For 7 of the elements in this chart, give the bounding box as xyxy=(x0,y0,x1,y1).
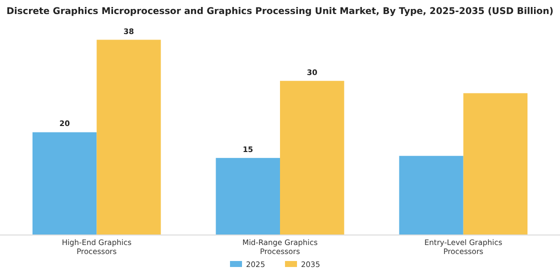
bar xyxy=(280,80,344,235)
bar xyxy=(463,93,528,235)
bar xyxy=(32,132,97,235)
bar xyxy=(216,158,280,235)
chart-title: Discrete Graphics Microprocessor and Graphics Processing Unit Market, By Type, 2025-2035 (USD Billion) xyxy=(6,6,554,17)
bar xyxy=(399,156,464,235)
bar xyxy=(96,40,161,235)
